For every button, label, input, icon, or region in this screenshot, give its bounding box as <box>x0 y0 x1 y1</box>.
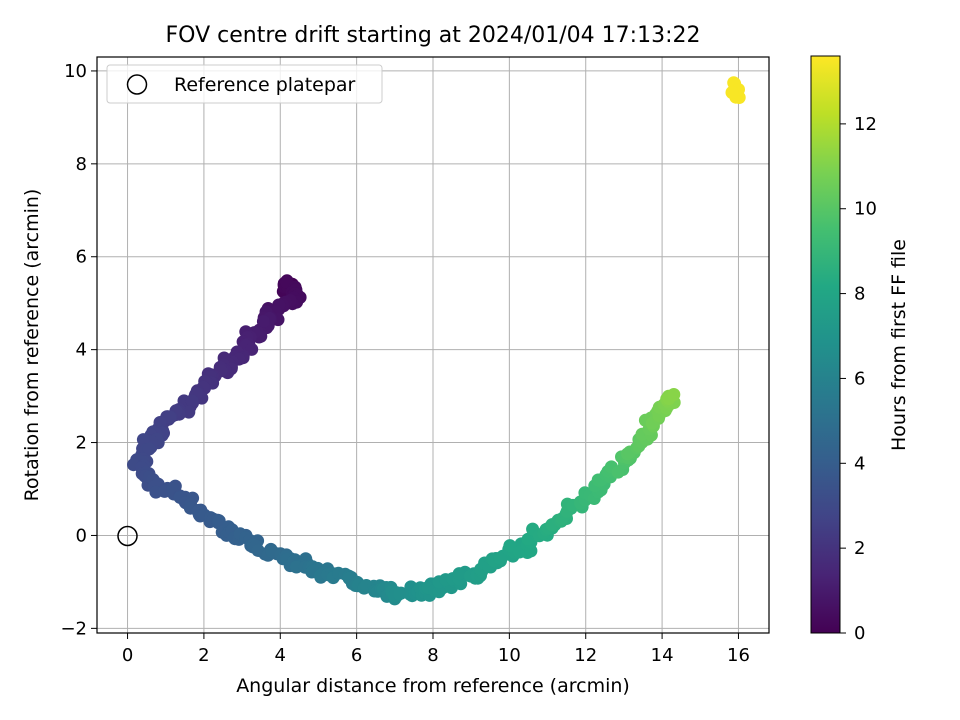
y-tick-label: 10 <box>64 61 87 82</box>
y-axis-label: Rotation from reference (arcmin) <box>21 189 43 502</box>
colorbar-tick-label: 6 <box>854 368 865 389</box>
x-tick-label: 14 <box>651 645 674 666</box>
x-axis-label: Angular distance from reference (arcmin) <box>236 675 630 697</box>
colorbar-ticks: 0 2 4 6 8 10 12 <box>840 114 877 644</box>
y-tick-label: 4 <box>76 340 87 361</box>
y-tick-label: 6 <box>76 247 87 268</box>
legend-box <box>106 64 383 104</box>
x-tick-label: 4 <box>275 645 286 666</box>
scatter-point <box>452 567 466 581</box>
chart-title: FOV centre drift starting at 2024/01/04 … <box>166 23 701 48</box>
x-tick-label: 8 <box>427 645 438 666</box>
y-tick-label: −2 <box>60 618 87 639</box>
colorbar-label: Hours from first FF file <box>888 239 910 451</box>
colorbar-tick-label: 4 <box>854 453 865 474</box>
scatter-point <box>393 587 407 601</box>
colorbar-tick-label: 0 <box>854 623 865 644</box>
y-tick-label: 2 <box>76 433 87 454</box>
x-tick-label: 10 <box>498 645 521 666</box>
legend-marker <box>126 74 148 95</box>
scatter-point <box>163 410 177 424</box>
scatter-point <box>611 465 625 479</box>
y-tick-label: 8 <box>76 154 87 175</box>
scatter-point <box>142 442 156 456</box>
reference-point <box>117 525 138 547</box>
data-points <box>127 76 746 606</box>
x-tick-label: 6 <box>351 645 362 666</box>
x-tick-label: 16 <box>727 645 750 666</box>
x-axis-ticks: 0 2 4 6 8 10 12 14 16 <box>122 633 750 666</box>
legend: Reference platepar <box>106 64 383 104</box>
scatter-point <box>503 539 517 553</box>
colorbar <box>810 55 841 634</box>
colorbar-tick-label: 8 <box>854 284 865 305</box>
y-axis-ticks: −2 0 2 4 6 8 10 <box>60 61 97 639</box>
grid <box>97 57 769 633</box>
scatter-point <box>725 86 739 99</box>
x-tick-label: 12 <box>574 645 597 666</box>
y-tick-label: 0 <box>76 525 87 546</box>
scatter-point <box>256 315 270 328</box>
legend-label: Reference platepar <box>174 74 356 96</box>
x-tick-label: 0 <box>122 645 133 666</box>
colorbar-tick-label: 2 <box>854 538 865 559</box>
scatter-point <box>212 514 226 528</box>
colorbar-tick-label: 10 <box>854 199 877 220</box>
x-tick-label: 2 <box>198 645 209 666</box>
scatter-point <box>185 394 199 408</box>
scatter-point <box>667 388 681 401</box>
colorbar-tick-label: 12 <box>854 114 877 135</box>
